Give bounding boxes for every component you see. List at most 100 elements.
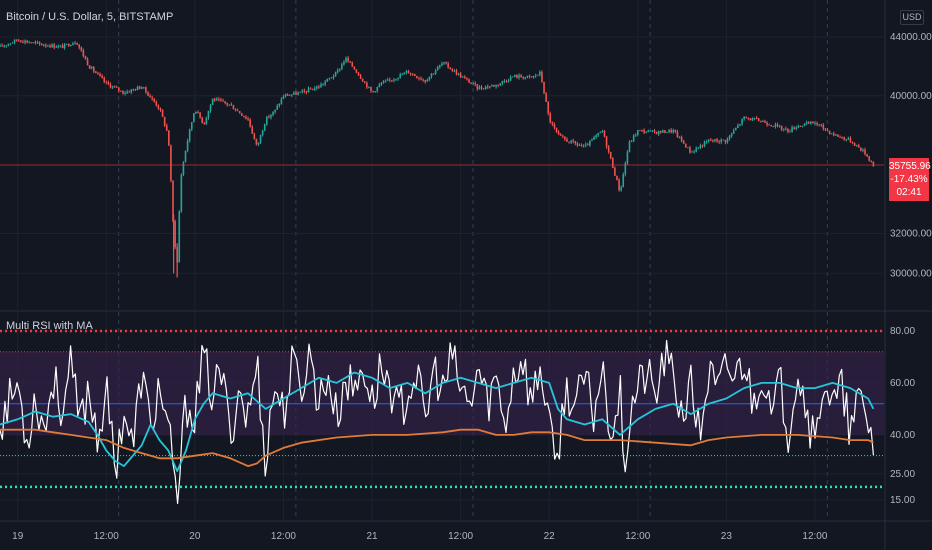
down-candle [165,125,168,131]
down-candle [243,115,245,117]
down-candle [157,105,160,109]
time-tick-label: 12:00 [448,531,473,542]
up-candle [259,134,262,143]
up-candle [657,130,660,135]
down-candle [143,87,145,88]
bar-countdown: 02:41 [896,187,922,198]
down-candle [220,99,222,101]
rsi-pane[interactable] [0,329,884,505]
down-candle [701,145,704,147]
down-candle [145,87,147,93]
up-candle [382,81,385,83]
up-candle [782,128,785,130]
up-candle [111,86,114,88]
down-candle [420,78,422,80]
down-candle [230,104,233,106]
up-candle [278,103,281,106]
down-candle [770,125,773,127]
up-candle [774,124,777,127]
up-candle [395,79,397,80]
down-candle [95,71,97,74]
down-candle [407,71,410,74]
down-candle [812,121,814,124]
down-candle [224,101,226,104]
down-candle [551,122,554,125]
up-candle [457,73,460,75]
down-candle [222,100,224,102]
down-candle [822,125,825,129]
down-candle [826,129,829,131]
down-candle [828,130,831,134]
up-candle [499,83,502,86]
up-candle [737,125,739,128]
up-candle [272,111,274,116]
indicator-title[interactable]: Multi RSI with MA [6,320,93,332]
down-candle [580,145,583,147]
down-candle [372,91,374,92]
up-candle [368,86,370,88]
up-candle [526,75,529,78]
symbol-title[interactable]: Bitcoin / U.S. Dollar, 5, BITSTAMP [6,11,174,23]
up-candle [401,74,404,76]
down-candle [134,89,137,91]
down-candle [709,139,712,141]
down-candle [309,88,312,90]
down-candle [609,151,612,159]
up-candle [326,78,329,82]
up-candle [178,211,181,263]
down-candle [149,95,151,98]
up-candle [570,140,572,143]
last-price-value: 35755.96 [889,161,931,172]
up-candle [789,131,791,133]
up-candle [855,145,858,147]
down-candle [566,139,568,142]
currency-label[interactable]: USD [900,10,924,25]
up-candle [734,127,737,131]
up-candle [126,91,128,94]
up-candle [762,121,764,122]
down-candle [409,73,412,75]
down-candle [568,141,570,143]
time-tick-label: 20 [189,531,201,542]
up-candle [403,72,406,75]
down-candle [86,59,89,66]
down-candle [40,43,43,46]
down-candle [147,92,149,96]
down-candle [516,74,518,78]
price-pane[interactable] [0,38,884,278]
up-candle [74,43,76,44]
up-candle [461,76,464,78]
down-candle [226,103,229,105]
up-candle [180,174,183,212]
down-candle [493,85,495,87]
up-candle [805,122,808,124]
down-candle [251,126,254,134]
down-candle [474,83,477,85]
up-candle [209,104,212,111]
axis-labels: 30000.00 32000.00 40000.00 44000.00 15.00 25.… [12,32,932,542]
down-candle [659,130,662,133]
down-candle [459,73,462,78]
up-candle [647,130,650,133]
up-candle [0,45,1,47]
up-candle [374,91,376,93]
up-candle [55,47,58,49]
up-candle [24,40,26,43]
down-candle [870,160,873,162]
down-candle [555,127,558,133]
up-candle [628,141,631,153]
down-candle [793,127,795,129]
up-candle [753,117,756,119]
down-candle [864,149,866,155]
down-candle [747,118,750,119]
up-candle [380,82,383,85]
rsi-slow-line [0,371,875,473]
up-candle [36,42,39,44]
down-candle [295,92,297,95]
up-candle [266,116,268,125]
price-tick-label: 40000.00 [890,91,932,102]
down-candle [422,79,424,81]
down-candle [561,135,564,137]
up-candle [65,43,68,45]
down-candle [547,101,550,114]
